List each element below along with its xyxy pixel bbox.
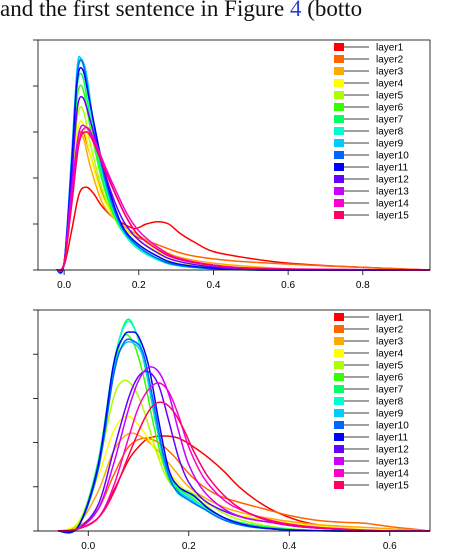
series-line-layer1 (56, 186, 431, 271)
x-tick-label-2: 0.4 (282, 541, 296, 552)
series-line-layer7 (55, 72, 431, 274)
legend-swatch-layer5 (334, 91, 344, 99)
plot-frame (37, 309, 431, 532)
legend-label-layer4: layer4 (376, 349, 404, 360)
legend-swatch-layer14 (334, 199, 344, 207)
legend-label-layer8: layer8 (376, 127, 404, 138)
legend-swatch-layer6 (334, 373, 344, 381)
legend-swatch-layer13 (334, 457, 344, 465)
legend-swatch-layer3 (334, 67, 344, 75)
legend-label-layer9: layer9 (376, 139, 404, 150)
series-line-layer12 (55, 95, 431, 273)
series-line-layer7 (57, 318, 431, 534)
legend-swatch-layer11 (334, 433, 344, 441)
x-tick-label-3: 0.6 (383, 541, 397, 552)
legend-swatch-layer5 (334, 361, 344, 369)
legend: layer1layer2layer3layer4layer5layer6laye… (334, 313, 409, 492)
density-chart-top: 0.0 0.2 0.4 0.6 0.8layer1layer2layer3layer4l… (33, 39, 431, 291)
legend-swatch-layer12 (334, 445, 344, 453)
legend-label-layer4: layer4 (376, 79, 404, 90)
legend-swatch-layer13 (334, 187, 344, 195)
legend-swatch-layer10 (334, 421, 344, 429)
legend-label-layer10: layer10 (376, 421, 409, 432)
legend-swatch-layer11 (334, 163, 344, 171)
series-line-layer10 (55, 59, 431, 274)
legend-swatch-layer6 (334, 103, 344, 111)
legend-label-layer15: layer15 (376, 211, 409, 222)
legend-swatch-layer15 (334, 211, 344, 219)
legend-label-layer7: layer7 (376, 115, 404, 126)
figure-caption: and the first sentence in Figure 4 (bott… (0, 0, 464, 22)
legend-swatch-layer1 (334, 313, 344, 321)
series-line-layer9 (55, 55, 431, 275)
legend-label-layer3: layer3 (376, 337, 404, 348)
legend-label-layer11: layer11 (376, 433, 408, 444)
legend-swatch-layer7 (334, 115, 344, 123)
legend-label-layer12: layer12 (376, 175, 409, 186)
legend-label-layer2: layer2 (376, 325, 404, 336)
legend-swatch-layer9 (334, 139, 344, 147)
legend: layer1layer2layer3layer4layer5layer6laye… (334, 43, 409, 222)
series-line-layer15 (56, 131, 431, 271)
series-line-layer6 (55, 84, 431, 273)
legend-label-layer8: layer8 (376, 397, 404, 408)
series-line-layer2 (57, 437, 431, 532)
x-tick-label-1: 0.2 (132, 280, 146, 291)
legend-label-layer15: layer15 (376, 481, 409, 492)
figure-reference-link[interactable]: 4 (289, 0, 302, 21)
x-tick-label-4: 0.8 (356, 280, 370, 291)
legend-swatch-layer2 (334, 55, 344, 63)
legend-label-layer13: layer13 (376, 187, 409, 198)
legend-label-layer14: layer14 (376, 199, 409, 210)
legend-label-layer12: layer12 (376, 445, 409, 456)
legend-label-layer11: layer11 (376, 163, 408, 174)
series-line-layer14 (58, 382, 431, 532)
series-line-layer1 (58, 435, 431, 532)
legend-swatch-layer1 (334, 43, 344, 51)
legend-label-layer5: layer5 (376, 91, 404, 102)
legend-label-layer6: layer6 (376, 103, 404, 114)
x-tick-label-2: 0.4 (207, 280, 221, 291)
series-line-layer15 (58, 401, 431, 532)
series-line-layer11 (57, 331, 431, 534)
series-line-layer5 (57, 379, 431, 533)
legend-swatch-layer7 (334, 385, 344, 393)
density-chart-bottom: 0.0 0.2 0.4 0.6layer1layer2layer3layer4laye… (33, 309, 431, 552)
legend-label-layer3: layer3 (376, 67, 404, 78)
legend-label-layer1: layer1 (376, 43, 404, 54)
x-tick-label-0: 0.0 (81, 541, 95, 552)
legend-swatch-layer4 (334, 79, 344, 87)
series-line-layer3 (57, 432, 431, 532)
legend-swatch-layer14 (334, 469, 344, 477)
legend-swatch-layer8 (334, 127, 344, 135)
caption-suffix: (botto (301, 0, 363, 21)
legend-label-layer13: layer13 (376, 457, 409, 468)
series-line-layer8 (57, 320, 431, 534)
legend-swatch-layer4 (334, 349, 344, 357)
legend-label-layer2: layer2 (376, 55, 404, 66)
plot-frame (37, 39, 431, 271)
legend-swatch-layer8 (334, 397, 344, 405)
series-line-layer8 (55, 58, 431, 274)
series-line-layer4 (57, 415, 431, 532)
x-tick-label-1: 0.2 (182, 541, 196, 552)
legend-swatch-layer15 (334, 481, 344, 489)
legend-label-layer9: layer9 (376, 409, 404, 420)
legend-swatch-layer10 (334, 151, 344, 159)
legend-label-layer7: layer7 (376, 385, 404, 396)
legend-label-layer6: layer6 (376, 373, 404, 384)
caption-prefix: and the first sentence in Figure (0, 0, 290, 21)
legend-label-layer1: layer1 (376, 313, 404, 324)
legend-swatch-layer2 (334, 325, 344, 333)
legend-swatch-layer12 (334, 175, 344, 183)
legend-label-layer14: layer14 (376, 469, 409, 480)
x-tick-label-3: 0.6 (281, 280, 295, 291)
series-line-layer11 (55, 66, 431, 274)
x-tick-label-0: 0.0 (57, 280, 71, 291)
legend-swatch-layer3 (334, 337, 344, 345)
legend-swatch-layer9 (334, 409, 344, 417)
legend-label-layer5: layer5 (376, 361, 404, 372)
legend-label-layer10: layer10 (376, 151, 409, 162)
